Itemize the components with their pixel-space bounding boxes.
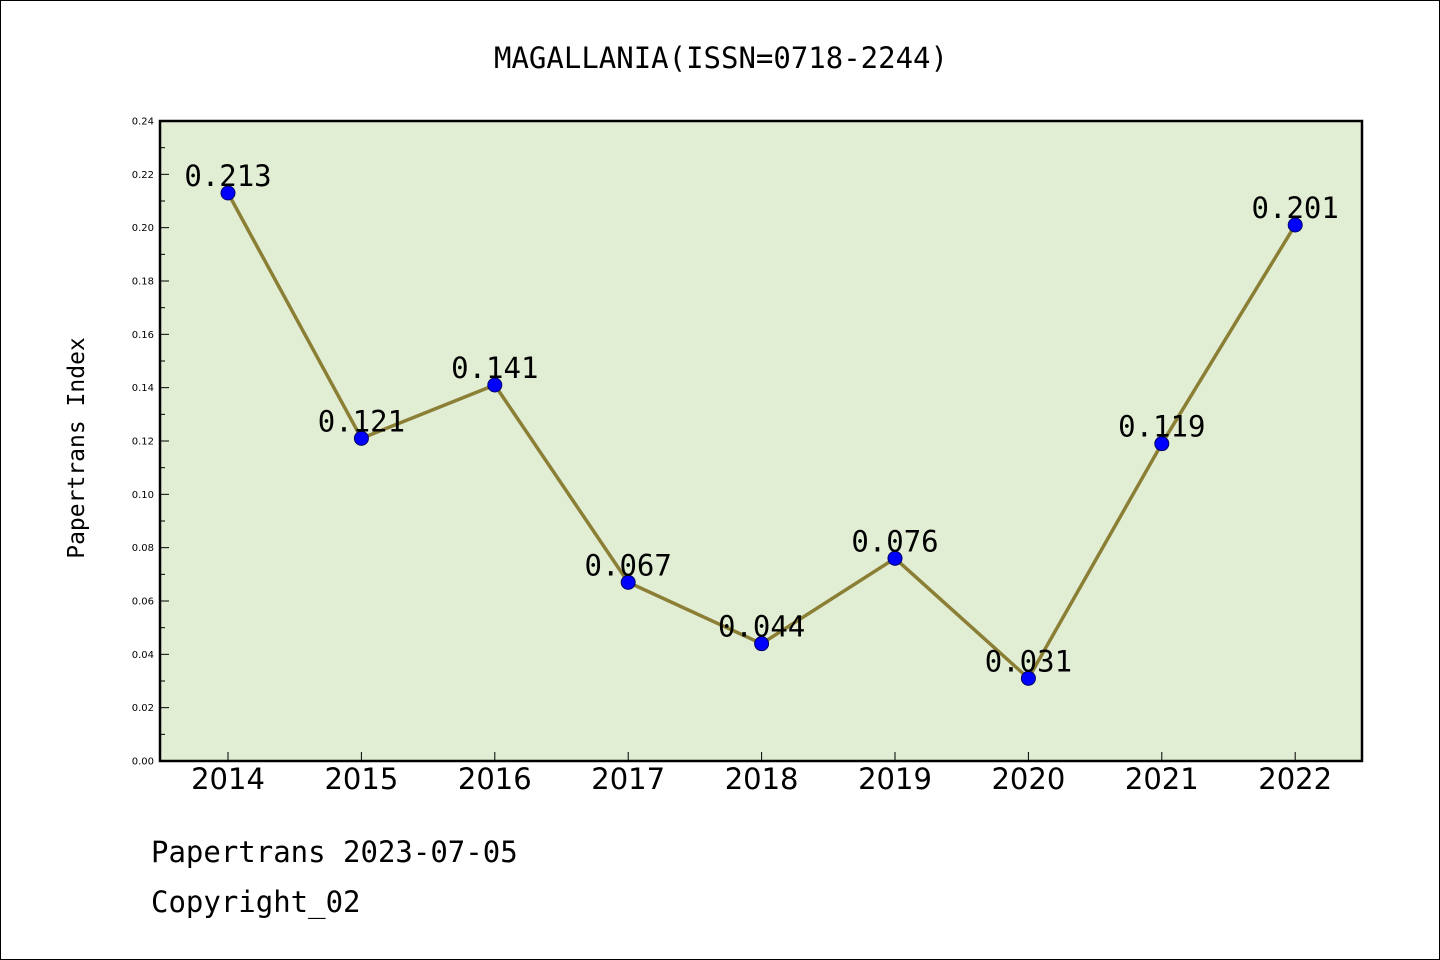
data-point (487, 377, 503, 393)
data-label: 0.076 (851, 524, 938, 558)
y-tick-label: 0.24 (132, 117, 154, 128)
data-point (1154, 436, 1170, 452)
x-tick-label: 2015 (324, 762, 398, 796)
y-tick-label: 0.10 (132, 490, 154, 501)
data-point (1287, 217, 1303, 233)
x-axis-ticks: 2014 2015 2016 2017 2018 2019 2020 2021 2022 (191, 752, 1332, 796)
y-tick-label: 0.04 (132, 650, 154, 661)
y-tick-label: 0.18 (132, 277, 154, 288)
x-tick-label: 2022 (1258, 762, 1332, 796)
data-label: 0.044 (718, 610, 805, 644)
x-tick-label: 2014 (191, 762, 265, 796)
footer-copyright: Copyright_02 (151, 885, 361, 919)
data-point (887, 550, 903, 566)
footer-source: Papertrans 2023-07-05 (151, 835, 518, 869)
data-label: 0.201 (1252, 191, 1339, 225)
y-tick-label: 0.08 (132, 543, 154, 554)
data-label: 0.067 (585, 548, 672, 582)
data-label: 0.031 (985, 644, 1072, 678)
y-axis-label: Papertrans Index (64, 337, 90, 559)
x-tick-label: 2021 (1125, 762, 1199, 796)
y-tick-label: 0.16 (132, 330, 154, 341)
y-axis-ticks: 0.00 0.02 0.04 0.06 0.08 0.10 0.12 0.14 0.16 0.18… (132, 117, 169, 768)
y-tick-label: 0.20 (132, 223, 154, 234)
data-point (754, 636, 770, 652)
data-points-group (220, 185, 1303, 686)
data-label: 0.119 (1118, 410, 1205, 444)
data-point (220, 185, 236, 201)
x-tick-label: 2018 (725, 762, 799, 796)
data-label: 0.141 (451, 351, 538, 385)
x-tick-label: 2016 (458, 762, 532, 796)
y-tick-label: 0.22 (132, 170, 154, 181)
x-tick-label: 2020 (991, 762, 1065, 796)
y-tick-label: 0.06 (132, 597, 154, 608)
data-label: 0.121 (318, 404, 405, 438)
data-point (353, 430, 369, 446)
x-tick-label: 2017 (591, 762, 665, 796)
x-tick-label: 2019 (858, 762, 932, 796)
data-label: 0.213 (184, 159, 271, 193)
y-tick-label: 0.12 (132, 437, 154, 448)
data-point (1020, 670, 1036, 686)
chart-title: MAGALLANIA(ISSN=0718-2244) (494, 41, 948, 75)
y-tick-label: 0.00 (132, 757, 154, 768)
y-tick-label: 0.02 (132, 703, 154, 714)
data-point (620, 574, 636, 590)
y-tick-label: 0.14 (132, 383, 154, 394)
data-labels-group: 0.213 0.121 0.141 0.067 0.044 0.076 0.031 0.119… (184, 159, 1339, 678)
